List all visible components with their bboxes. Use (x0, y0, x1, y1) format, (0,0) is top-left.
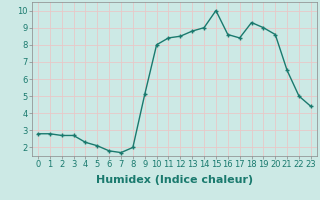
X-axis label: Humidex (Indice chaleur): Humidex (Indice chaleur) (96, 175, 253, 185)
